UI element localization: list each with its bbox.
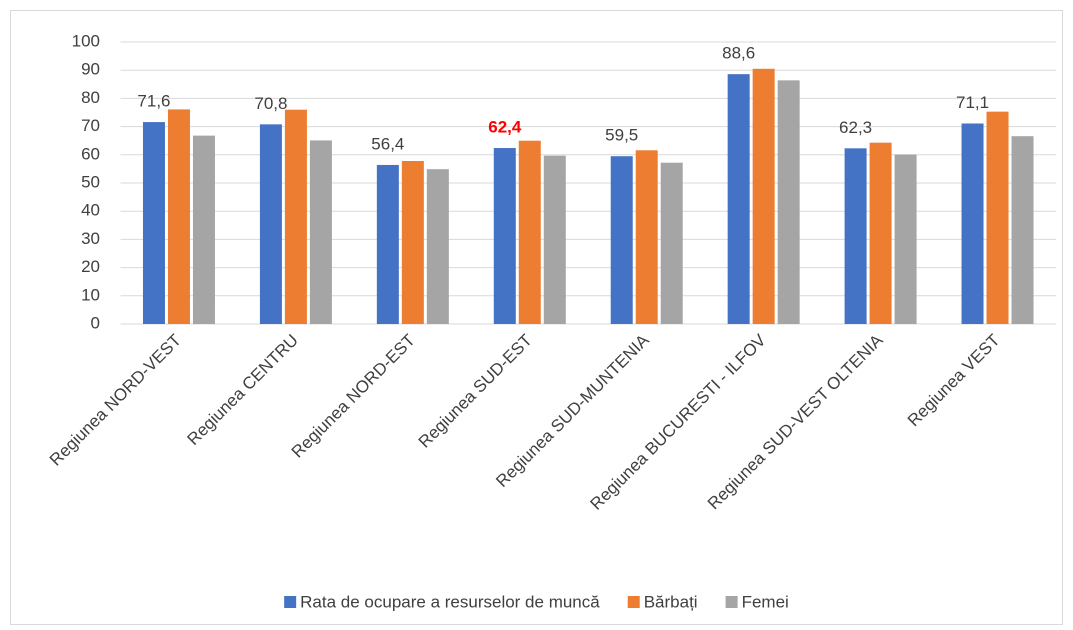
legend-swatch	[627, 596, 640, 608]
data-label: 62,4	[488, 118, 522, 137]
bar	[635, 150, 658, 324]
y-tick-label: 10	[81, 285, 100, 304]
data-label: 70,8	[254, 94, 287, 113]
y-tick-label: 100	[72, 31, 100, 50]
y-tick-label: 60	[81, 144, 100, 163]
y-tick-label: 50	[81, 172, 100, 191]
data-label: 88,6	[722, 44, 755, 63]
bar	[986, 111, 1009, 325]
y-tick-label: 70	[81, 116, 100, 135]
y-tick-label: 40	[81, 201, 100, 220]
bar	[376, 164, 399, 324]
bar	[401, 161, 424, 324]
bar	[844, 148, 867, 324]
bar	[543, 155, 566, 324]
bar	[610, 156, 633, 324]
data-label: 71,1	[956, 93, 989, 112]
data-label: 59,5	[605, 126, 638, 145]
bar	[894, 154, 917, 324]
y-tick-label: 90	[81, 60, 100, 79]
y-tick-label: 80	[81, 88, 100, 107]
y-tick-label: 20	[81, 257, 100, 276]
bar	[426, 169, 449, 324]
legend-label: Femei	[742, 592, 789, 611]
y-tick-label: 30	[81, 229, 100, 248]
bar	[309, 140, 332, 324]
data-label: 56,4	[371, 134, 404, 153]
data-label: 71,6	[137, 92, 170, 111]
bar	[1011, 136, 1034, 324]
bar	[284, 109, 307, 325]
data-label: 62,3	[839, 118, 872, 137]
y-tick-label: 0	[91, 313, 100, 332]
bar	[961, 123, 984, 324]
bar	[777, 80, 800, 325]
legend-swatch	[725, 596, 738, 608]
bar	[167, 109, 190, 324]
bar	[142, 122, 165, 324]
bar	[518, 140, 541, 324]
bar	[192, 135, 215, 324]
bar	[259, 124, 282, 325]
legend-label: Bărbați	[644, 592, 698, 611]
bar	[493, 148, 516, 324]
legend-swatch	[284, 596, 297, 608]
bar	[727, 74, 750, 324]
legend-label: Rata de ocupare a resurselor de muncă	[300, 592, 600, 611]
bar	[869, 142, 892, 324]
bar	[660, 162, 683, 324]
bar	[752, 68, 775, 324]
